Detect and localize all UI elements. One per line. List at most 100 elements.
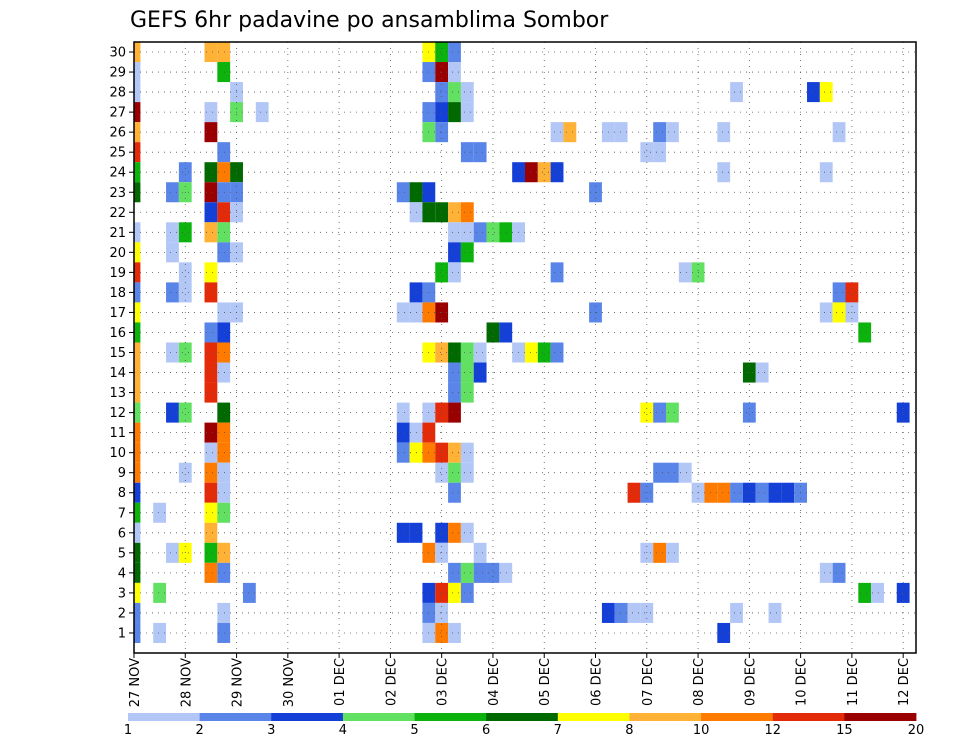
heatmap-cell [204,382,218,403]
x-tick-label: 01 DEC [333,658,348,706]
heatmap-cell [653,142,667,163]
heatmap-cell [742,402,756,423]
heatmap-cell [204,562,218,583]
heatmap-cell [448,482,461,503]
heatmap-cell [204,222,218,243]
heatmap-cell [486,562,500,583]
heatmap-cell [204,542,218,563]
heatmap-cell [460,242,474,263]
heatmap-cell [460,102,474,123]
heatmap-cell [396,442,410,463]
y-tick-label: 1 [118,626,126,641]
heatmap-cell [448,342,461,363]
colorbar-swatch [486,713,559,721]
heatmap-cell [204,502,218,523]
x-tick-label: 05 DEC [538,658,553,706]
y-tick-label: 21 [109,226,126,241]
y-tick-label: 26 [109,126,126,141]
x-tick-label: 04 DEC [487,658,502,706]
colorbar-label: 3 [267,723,275,738]
heatmap-cell [435,262,449,283]
y-tick-label: 7 [118,506,126,521]
heatmap-cell [178,402,192,423]
heatmap-cell [499,562,513,583]
colorbar-swatch [629,713,702,721]
heatmap-cell [537,162,551,183]
heatmap-cell [819,562,833,583]
colorbar-swatch [557,713,630,721]
gridlines [133,42,916,653]
heatmap-cell [166,242,179,263]
heatmap-cell [134,522,141,543]
y-tick-label: 19 [109,266,126,281]
y-tick-label: 25 [109,146,126,161]
heatmap-cell [134,402,141,423]
heatmap-cell [448,62,461,83]
heatmap-cell [134,62,141,83]
heatmap-cell [499,222,513,243]
y-tick-label: 6 [118,526,126,541]
heatmap-cell [134,362,141,383]
heatmap-cell [217,542,231,563]
y-tick-label: 29 [109,66,126,81]
x-tick-label: 28 NOV [179,658,194,707]
x-tick-label: 09 DEC [743,658,758,706]
colorbar-label: 2 [195,723,203,738]
heatmap-cell [640,142,654,163]
x-tick-label: 08 DEC [692,658,707,706]
heatmap-cell [204,122,218,143]
heatmap-cell [204,482,218,503]
heatmap-cell [819,302,833,323]
heatmap-cell [448,82,461,103]
heatmap-cell [845,282,859,303]
heatmap-cell [486,322,500,343]
heatmap-cell [166,222,179,243]
heatmap-cell [460,462,474,483]
heatmap-cell [204,42,218,63]
heatmap-cell [435,42,449,63]
heatmap-cell [134,422,141,443]
heatmap-cell [460,362,474,383]
y-tick-label: 15 [109,346,126,361]
heatmap-cell [666,462,679,483]
heatmap-cell [563,122,577,143]
x-tick-label: 02 DEC [384,658,399,706]
heatmap-cell [134,322,141,343]
colorbar: 1 2 3 4 5 6 7 8 10 12 15 20 [124,713,924,738]
heatmap-cell [204,342,218,363]
heatmap-cell [435,202,449,223]
heatmap-cell [217,322,231,343]
colorbar-swatch [271,713,344,721]
y-tick-label: 4 [118,566,126,581]
heatmap-cell [204,522,218,543]
heatmap-cell [217,162,231,183]
heatmap-cell [473,222,487,243]
heatmap-cell [217,342,231,363]
heatmap-cell [217,562,231,583]
heatmap-cell [134,562,141,583]
heatmap-cell [134,162,141,183]
colorbar-label: 5 [410,723,418,738]
heatmap-cell [134,182,141,203]
heatmap-cell [153,502,167,523]
colorbar-swatch [199,713,272,721]
heatmap-cell [435,82,449,103]
heatmap-cell [204,162,218,183]
heatmap-cell [396,182,410,203]
colorbar-swatch [701,713,774,721]
heatmap-cell [217,462,231,483]
y-tick-label: 11 [109,426,126,441]
heatmap-cell [730,602,743,623]
heatmap-cell [678,262,692,283]
heatmap-cell [204,202,218,223]
heatmap-cell [460,82,474,103]
y-tick-label: 3 [118,586,126,601]
heatmap-cell [396,522,410,543]
heatmap-cell [134,542,141,563]
heatmap-cell [134,462,141,483]
heatmap-cell [435,102,449,123]
colorbar-label: 7 [554,723,562,738]
y-tick-label: 8 [118,486,126,501]
heatmap-cell [217,242,231,263]
heatmap-cell [217,602,231,623]
